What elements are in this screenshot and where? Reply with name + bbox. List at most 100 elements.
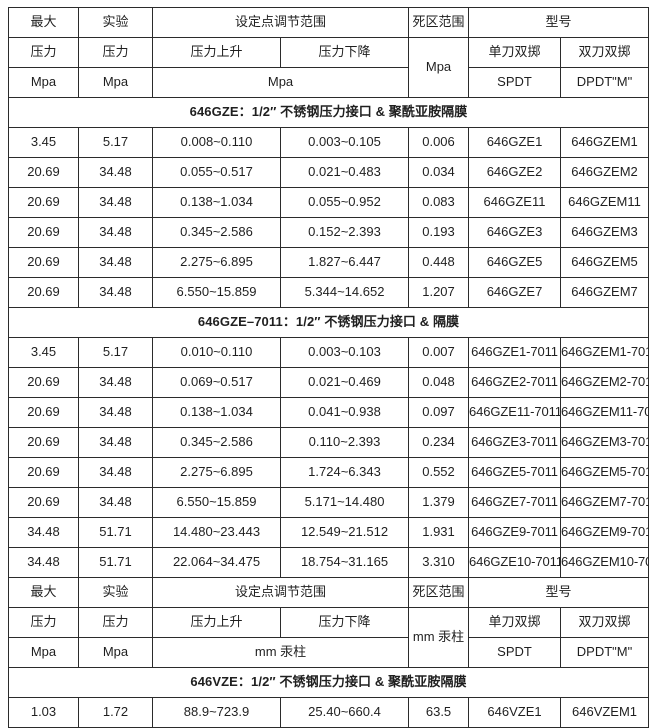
cell-test-pressure: 5.17 — [78, 127, 153, 158]
cell-pressure-fall: 0.110~2.393 — [279, 427, 410, 458]
cell-test-pressure: 34.48 — [78, 397, 153, 428]
cell-pressure-fall: 0.152~2.393 — [279, 217, 410, 248]
header-setpoint-range: 设定点调节范围 — [151, 7, 410, 38]
cell-max-pressure: 34.48 — [8, 547, 79, 578]
header-row-3: Mpa Mpa mm 汞柱 SPDT DPDT"M" — [8, 637, 650, 668]
cell-pressure-fall: 18.754~31.165 — [279, 547, 410, 578]
cell-model-dpdt: 646GZEM11 — [560, 187, 650, 218]
header-row-2: 压力 压力 压力上升 压力下降 mm 汞柱 单刀双掷 双刀双掷 — [8, 607, 650, 668]
section-title-row: 646GZE：1/2″ 不锈钢压力接口 & 聚酰亚胺隔膜 — [7, 97, 650, 128]
header-dpdt-en: DPDT"M" — [560, 67, 650, 98]
header-deadband-range: 死区范围 — [408, 577, 470, 608]
cell-pressure-fall: 0.003~0.105 — [279, 127, 410, 158]
header-max-pressure-line1: 最大 — [8, 577, 79, 608]
cell-pressure-fall: 5.171~14.480 — [279, 487, 410, 518]
cell-model-dpdt: 646GZEM7 — [560, 277, 650, 308]
cell-pressure-rise: 2.275~6.895 — [152, 247, 281, 278]
cell-model-dpdt: 646GZEM11-7011 — [560, 397, 650, 428]
header-row-2: 压力 压力 压力上升 压力下降 Mpa 单刀双掷 双刀双掷 — [8, 37, 650, 98]
cell-max-pressure: 20.69 — [8, 427, 79, 458]
cell-pressure-rise: 22.064~34.475 — [152, 547, 281, 578]
cell-test-pressure: 34.48 — [78, 487, 153, 518]
cell-pressure-rise: 0.010~0.110 — [152, 337, 281, 368]
header-dpdt-cn: 双刀双掷 — [560, 607, 650, 638]
header-test-pressure-line2: 压力 — [78, 607, 153, 638]
header-max-pressure-line2: 压力 — [8, 37, 79, 68]
header-setpoint-unit: mm 汞柱 — [151, 637, 410, 668]
cell-pressure-fall: 1.724~6.343 — [279, 457, 410, 488]
cell-model-spdt: 646GZE2-7011 — [468, 367, 562, 398]
cell-model-dpdt: 646GZEM10-7011 — [560, 547, 650, 578]
cell-model-dpdt: 646GZEM3 — [560, 217, 650, 248]
table-row: 20.69 34.48 2.275~6.895 1.724~6.343 0.55… — [8, 457, 650, 488]
cell-model-dpdt: 646GZEM2 — [560, 157, 650, 188]
header-spdt-cn: 单刀双掷 — [468, 607, 562, 638]
cell-model-spdt: 646GZE7-7011 — [468, 487, 562, 518]
cell-test-pressure: 34.48 — [78, 367, 153, 398]
cell-max-pressure: 1.03 — [8, 697, 79, 728]
header-test-pressure-line2: 压力 — [78, 37, 153, 68]
cell-pressure-fall: 0.003~0.103 — [279, 337, 410, 368]
header-row-1: 最大 实验 设定点调节范围 死区范围 型号 — [8, 577, 650, 608]
cell-pressure-fall: 12.549~21.512 — [279, 517, 410, 548]
header-deadband-range: 死区范围 — [408, 7, 470, 38]
cell-deadband: 1.207 — [408, 277, 470, 308]
table-row: 3.45 5.17 0.010~0.110 0.003~0.103 0.007 … — [8, 337, 650, 368]
cell-test-pressure: 34.48 — [78, 427, 153, 458]
cell-deadband: 1.379 — [408, 487, 470, 518]
cell-deadband: 0.083 — [408, 187, 470, 218]
cell-pressure-rise: 0.008~0.110 — [152, 127, 281, 158]
cell-test-pressure: 34.48 — [78, 157, 153, 188]
cell-max-pressure: 20.69 — [8, 157, 79, 188]
cell-max-pressure: 20.69 — [8, 217, 79, 248]
cell-max-pressure: 20.69 — [8, 277, 79, 308]
cell-pressure-fall: 0.021~0.469 — [279, 367, 410, 398]
cell-pressure-rise: 0.138~1.034 — [152, 187, 281, 218]
table-row: 20.69 34.48 6.550~15.859 5.344~14.652 1.… — [8, 277, 650, 308]
cell-test-pressure: 1.72 — [78, 697, 153, 728]
cell-model-spdt: 646GZE2 — [468, 157, 562, 188]
section-title-row: 646VZE：1/2″ 不锈钢压力接口 & 聚酰亚胺隔膜 — [7, 667, 650, 698]
table-body: 最大 实验 设定点调节范围 死区范围 型号 压力 压力 压力上升 压力下降 Mp… — [7, 7, 650, 728]
table-row: 20.69 34.48 0.345~2.586 0.110~2.393 0.23… — [8, 427, 650, 458]
header-model: 型号 — [468, 577, 650, 608]
cell-model-spdt: 646GZE5 — [468, 247, 562, 278]
cell-test-pressure: 34.48 — [78, 187, 153, 218]
cell-model-spdt: 646GZE1 — [468, 127, 562, 158]
header-test-pressure-line1: 实验 — [78, 577, 153, 608]
cell-pressure-rise: 0.069~0.517 — [152, 367, 281, 398]
header-deadband-unit: Mpa — [408, 37, 470, 98]
cell-max-pressure: 34.48 — [8, 517, 79, 548]
cell-max-pressure: 3.45 — [8, 337, 79, 368]
cell-deadband: 0.006 — [408, 127, 470, 158]
cell-test-pressure: 5.17 — [78, 337, 153, 368]
table-row: 20.69 34.48 6.550~15.859 5.171~14.480 1.… — [8, 487, 650, 518]
cell-test-pressure: 51.71 — [78, 547, 153, 578]
cell-model-spdt: 646VZE1 — [468, 697, 562, 728]
header-max-pressure-line1: 最大 — [8, 7, 79, 38]
cell-test-pressure: 34.48 — [78, 457, 153, 488]
table-row: 20.69 34.48 0.138~1.034 0.055~0.952 0.08… — [8, 187, 650, 218]
cell-model-dpdt: 646GZEM3-7011 — [560, 427, 650, 458]
cell-model-spdt: 646GZE9-7011 — [468, 517, 562, 548]
cell-deadband: 0.193 — [408, 217, 470, 248]
cell-pressure-rise: 0.055~0.517 — [152, 157, 281, 188]
cell-pressure-rise: 0.138~1.034 — [152, 397, 281, 428]
section-title-646gze-7011: 646GZE–7011：1/2″ 不锈钢压力接口 & 隔膜 — [7, 307, 650, 338]
cell-deadband: 63.5 — [408, 697, 470, 728]
cell-model-dpdt: 646GZEM5 — [560, 247, 650, 278]
cell-pressure-fall: 0.021~0.483 — [279, 157, 410, 188]
cell-model-dpdt: 646VZEM1 — [560, 697, 650, 728]
table-row: 20.69 34.48 0.138~1.034 0.041~0.938 0.09… — [8, 397, 650, 428]
cell-deadband: 0.097 — [408, 397, 470, 428]
header-test-pressure-line1: 实验 — [78, 7, 153, 38]
cell-pressure-fall: 1.827~6.447 — [279, 247, 410, 278]
cell-max-pressure: 20.69 — [8, 457, 79, 488]
header-setpoint-unit: Mpa — [151, 67, 410, 98]
table-row: 20.69 34.48 0.055~0.517 0.021~0.483 0.03… — [8, 157, 650, 188]
cell-max-pressure: 20.69 — [8, 367, 79, 398]
cell-pressure-fall: 25.40~660.4 — [279, 697, 410, 728]
cell-model-spdt: 646GZE1-7011 — [468, 337, 562, 368]
table-row: 20.69 34.48 2.275~6.895 1.827~6.447 0.44… — [8, 247, 650, 278]
header-max-pressure-line2: 压力 — [8, 607, 79, 638]
